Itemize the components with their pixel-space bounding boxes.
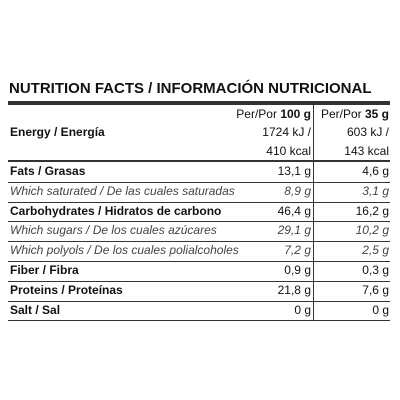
column-size: 35 g xyxy=(364,107,389,121)
row-rule xyxy=(8,182,390,183)
row-value: 13,1 g xyxy=(277,164,311,178)
row-rule xyxy=(8,241,390,242)
column-divider xyxy=(313,105,314,321)
row-rule xyxy=(8,320,390,321)
row-value: 7,2 g xyxy=(284,243,311,258)
row-value: 0 g xyxy=(294,302,311,317)
row-value: 10,2 g xyxy=(355,223,389,238)
row-label: Fats / Grasas xyxy=(10,164,86,178)
column-header: Per/Por 35 g xyxy=(321,105,389,123)
row-rule xyxy=(8,202,390,203)
row-rule xyxy=(8,261,390,262)
row-label: Energy / Energía xyxy=(10,125,105,139)
row-value: 3,1 g xyxy=(362,183,389,198)
column-prefix: Per/Por xyxy=(320,107,362,121)
row-value: 8,9 g xyxy=(284,183,311,198)
row-rule xyxy=(8,281,390,282)
column-prefix: Per/Por xyxy=(236,107,277,121)
row-label: Salt / Sal xyxy=(10,302,61,317)
row-label: Which sugars / De los cuales azúcares xyxy=(10,223,217,238)
row-rule xyxy=(8,301,390,302)
row-value: 2,5 g xyxy=(362,243,389,258)
row-value: 7,6 g xyxy=(362,282,389,297)
title: NUTRITION FACTS / INFORMACIÓN NUTRICIONA… xyxy=(9,80,372,97)
title-rule xyxy=(8,101,390,105)
row-value: 603 kJ / xyxy=(346,125,389,139)
row-value: 46,4 g xyxy=(277,203,311,218)
row-value: 0 g xyxy=(372,302,389,317)
row-value: 4,6 g xyxy=(362,164,389,178)
column-header: Per/Por 100 g xyxy=(236,105,311,123)
row-value: 143 kcal xyxy=(344,143,389,158)
row-value: 1724 kJ / xyxy=(262,125,311,139)
row-label: Proteins / Proteínas xyxy=(10,282,123,297)
row-value: 29,1 g xyxy=(277,223,311,238)
row-value: 16,2 g xyxy=(355,203,389,218)
row-label: Which polyols / De los cuales polialcoho… xyxy=(10,243,239,258)
column-size: 100 g xyxy=(280,107,311,121)
row-value: 0,9 g xyxy=(284,263,311,277)
row-rule xyxy=(8,221,390,222)
row-value: 21,8 g xyxy=(277,282,311,297)
row-label: Which saturated / De las cuales saturada… xyxy=(10,183,235,198)
row-rule xyxy=(8,160,390,162)
row-label: Fiber / Fibra xyxy=(10,263,79,277)
row-value: 0,3 g xyxy=(362,263,389,277)
row-label: Carbohydrates / Hidratos de carbono xyxy=(10,203,222,218)
row-value: 410 kcal xyxy=(266,143,311,158)
